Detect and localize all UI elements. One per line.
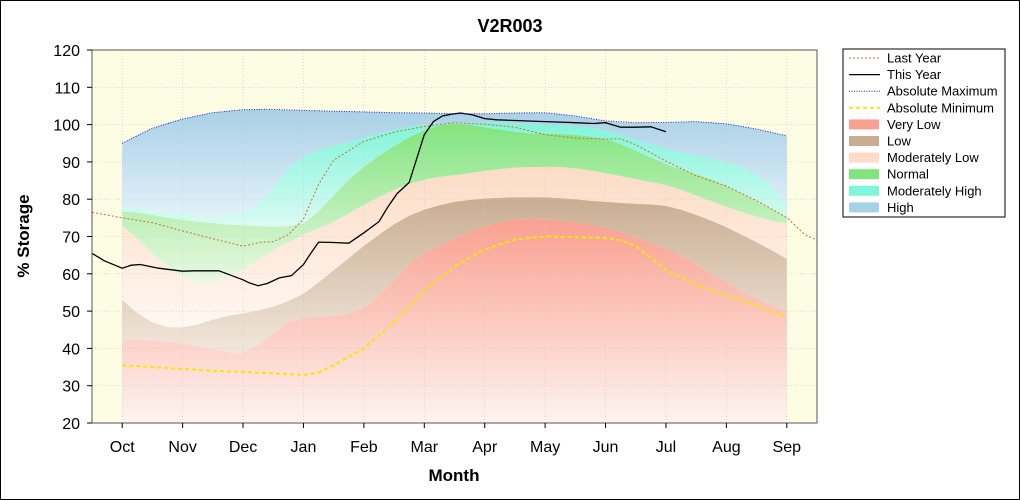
legend-label: Last Year: [887, 51, 942, 66]
y-tick-label: 80: [62, 192, 80, 209]
y-tick-label: 100: [53, 118, 80, 135]
legend-swatch-moderately-high: [849, 185, 879, 196]
legend-item-low: Low: [849, 134, 911, 149]
x-tick-label: Jan: [291, 439, 317, 456]
y-tick-label: 20: [62, 416, 80, 433]
y-tick-label: 110: [54, 80, 80, 97]
legend-label: Absolute Minimum: [887, 100, 994, 115]
x-tick-label: Sep: [773, 439, 802, 456]
x-tick-label: Apr: [472, 439, 498, 456]
legend-item-very-low: Very Low: [849, 117, 941, 132]
y-axis-ticks: 20 30 40 50 60 70 80 90 100 110 120: [53, 43, 92, 433]
legend-item-this-year: This Year: [849, 67, 942, 82]
legend-item-absolute-maximum: Absolute Maximum: [849, 84, 998, 99]
y-tick-label: 60: [62, 267, 80, 284]
band-moderately-high: [122, 122, 787, 227]
band-normal: [122, 123, 787, 284]
legend-item-absolute-minimum: Absolute Minimum: [849, 100, 994, 115]
x-axis-ticks: Oct Nov Dec Jan Feb Mar Apr May Jun Jul Aug Sep: [110, 423, 801, 456]
legend-label: High: [887, 200, 914, 215]
y-tick-label: 30: [62, 379, 80, 396]
legend-label: This Year: [887, 67, 942, 82]
legend-swatch-normal: [849, 169, 879, 180]
series-absolute-maximum: [121, 108, 787, 144]
x-tick-label: Jun: [593, 439, 619, 456]
y-tick-label: 120: [53, 43, 80, 60]
bands-layer: [122, 109, 787, 423]
band-high: [122, 109, 787, 216]
legend-label: Absolute Maximum: [887, 84, 998, 99]
legend-label: Very Low: [887, 117, 941, 132]
series-absolute-minimum: [122, 235, 788, 376]
y-axis-title: % Storage: [14, 194, 33, 277]
band-moderately-low: [122, 166, 787, 328]
x-tick-label: May: [530, 439, 560, 456]
legend-item-normal: Normal: [849, 167, 929, 182]
x-tick-label: Dec: [229, 439, 257, 456]
series-this-year: [91, 112, 667, 287]
legend-item-moderately-low: Moderately Low: [849, 150, 979, 165]
legend-swatch-high: [849, 202, 879, 213]
x-axis-title: Month: [429, 466, 480, 485]
legend-label: Moderately High: [887, 183, 982, 198]
legend-label: Moderately Low: [887, 150, 979, 165]
legend-item-moderately-high: Moderately High: [849, 183, 982, 198]
y-tick-label: 50: [62, 304, 80, 321]
legend-swatch-very-low: [849, 119, 879, 130]
legend-swatch-low: [849, 136, 879, 146]
band-very-low: [122, 219, 787, 423]
x-tick-label: Aug: [712, 439, 740, 456]
lines-layer: [91, 108, 818, 376]
band-low: [122, 197, 787, 353]
x-tick-label: Oct: [110, 439, 135, 456]
x-tick-label: Feb: [350, 439, 378, 456]
y-tick-label: 40: [62, 341, 80, 358]
x-tick-label: Mar: [411, 439, 439, 456]
legend-label: Normal: [887, 167, 929, 182]
x-tick-label: Jul: [656, 439, 676, 456]
chart-title: V2R003: [477, 16, 542, 36]
legend-swatch-moderately-low: [849, 152, 879, 163]
legend-label: Low: [887, 134, 911, 149]
series-last-year: [91, 122, 818, 247]
x-tick-label: Nov: [168, 439, 196, 456]
legend-item-last-year: Last Year: [849, 51, 942, 66]
y-tick-label: 90: [62, 155, 80, 172]
y-tick-label: 70: [62, 230, 80, 247]
legend-item-high: High: [849, 200, 914, 215]
